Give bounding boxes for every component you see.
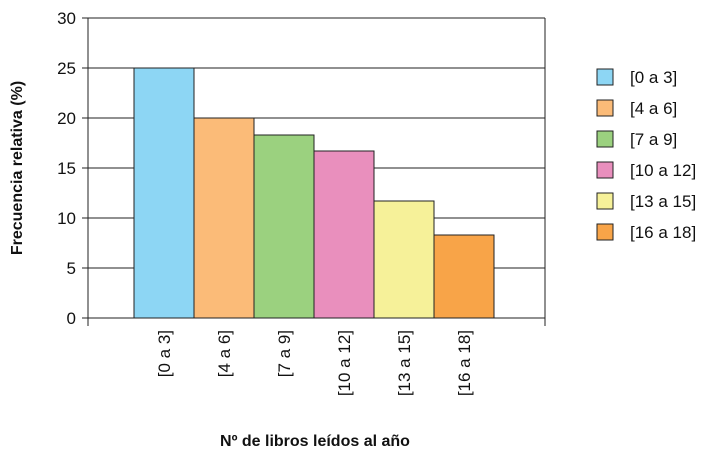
y-tick-labels: 0 5 10 15 20 25 30 [57, 9, 76, 328]
x-tick-label-2: [7 a 9] [275, 330, 294, 377]
bars [133, 67, 495, 319]
bar-1 [193, 117, 255, 319]
y-tick-label-6: 30 [57, 9, 76, 28]
x-axis-title: Nº de libros leídos al año [220, 433, 410, 450]
x-tick-label-4: [13 a 15] [395, 330, 414, 396]
legend-swatch-1 [596, 99, 614, 117]
y-tick-label-3: 15 [57, 159, 76, 178]
y-tick-label-4: 20 [57, 109, 76, 128]
x-tick-label-5: [16 a 18] [455, 330, 474, 396]
legend-swatch-4 [596, 192, 614, 210]
y-tick-label-2: 10 [57, 209, 76, 228]
axes [82, 17, 546, 326]
x-tick-label-3: [10 a 12] [335, 330, 354, 396]
legend-swatch-2 [596, 130, 614, 148]
legend-label-3: [10 a 12] [630, 161, 696, 180]
bar-2 [253, 134, 315, 319]
legend-label-1: [4 a 6] [630, 99, 677, 118]
legend-swatch-3 [596, 161, 614, 179]
y-tick-label-5: 25 [57, 59, 76, 78]
legend-label-0: [0 a 3] [630, 68, 677, 87]
y-axis-title: Frecuencia relativa (%) [9, 81, 26, 255]
x-tick-label-1: [4 a 6] [215, 330, 234, 377]
x-tick-labels: [0 a 3] [4 a 6] [7 a 9] [10 a 12] [13 a 15] [… [155, 330, 474, 396]
x-tick-label-0: [0 a 3] [155, 330, 174, 377]
bar-4 [373, 200, 435, 319]
legend-label-2: [7 a 9] [630, 130, 677, 149]
y-tick-label-1: 5 [67, 259, 76, 278]
legend: [0 a 3] [4 a 6] [7 a 9] [10 a 12] [13 a 15] [… [596, 68, 696, 242]
bar-3 [313, 150, 375, 319]
legend-swatch-0 [596, 68, 614, 86]
legend-label-4: [13 a 15] [630, 192, 696, 211]
legend-label-5: [16 a 18] [630, 223, 696, 242]
bar-0 [133, 67, 195, 319]
legend-swatch-5 [596, 223, 614, 241]
bar-5 [433, 234, 495, 319]
y-tick-label-0: 0 [67, 309, 76, 328]
